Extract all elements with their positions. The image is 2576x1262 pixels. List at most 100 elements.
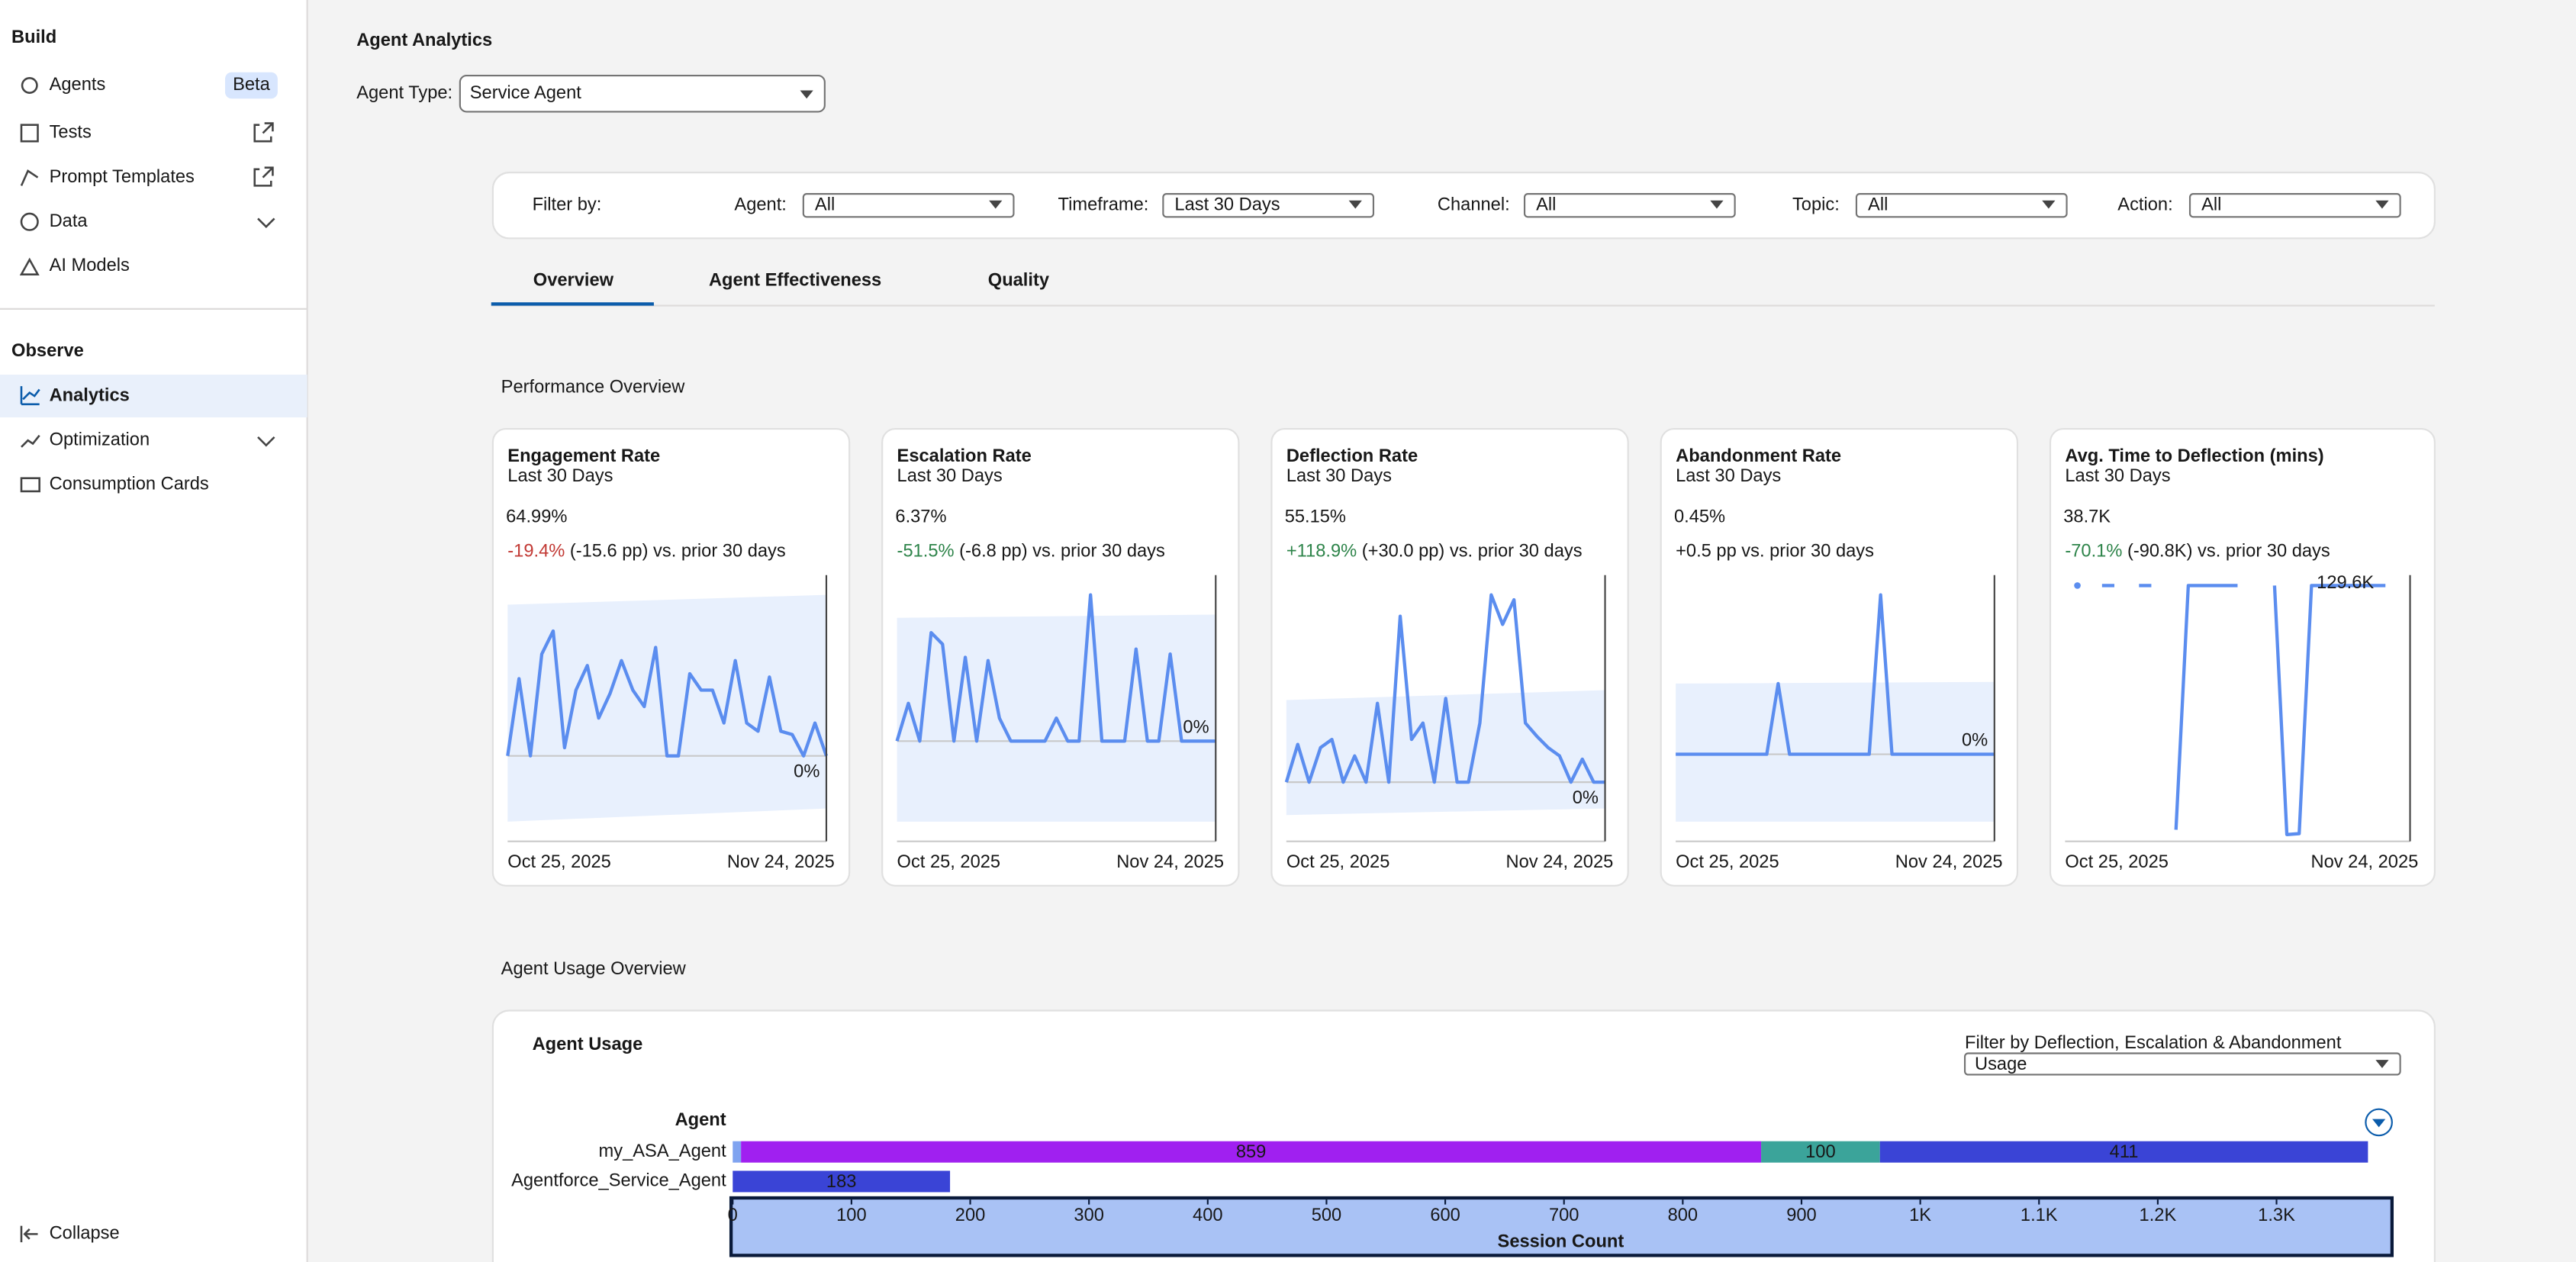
nav-item[interactable]: Data [50, 211, 89, 231]
agent-type-value: Service Agent [470, 83, 581, 103]
filter-select[interactable] [1162, 193, 1375, 218]
nav-item[interactable]: AI Models [50, 256, 130, 275]
nav-item[interactable]: Tests [50, 123, 92, 143]
x-tick-label: 200 [955, 1206, 985, 1225]
change-note: (-6.8 pp) vs. prior 30 days [959, 542, 1165, 562]
filter-select[interactable] [802, 193, 1015, 218]
baseline-label: 0% [1183, 717, 1209, 737]
nav-item[interactable]: Agents [50, 75, 106, 95]
bar-segment [741, 1141, 1762, 1163]
nav-item[interactable]: Analytics [50, 385, 130, 405]
y-axis-title: Agent [675, 1110, 726, 1130]
kpi-value: 38.7K [2063, 507, 2111, 527]
tab[interactable]: Agent Effectiveness [709, 271, 881, 291]
nav-item[interactable]: Optimization [50, 430, 150, 449]
usage-select[interactable] [1963, 1052, 2401, 1076]
icon [20, 169, 39, 186]
section-title: Observe [11, 341, 84, 361]
icon [19, 257, 40, 275]
change-note: (-90.8K) vs. prior 30 days [2127, 542, 2330, 562]
kpi-value: 0.45% [1674, 507, 1725, 527]
x-tick-label: 400 [1193, 1206, 1222, 1225]
tab[interactable]: Quality [988, 271, 1050, 291]
baseline-label: 0% [1573, 788, 1599, 808]
filter-value: All [2201, 195, 2221, 214]
x-label: Nov 24, 2025 [1895, 852, 2003, 872]
filter-select[interactable] [2188, 193, 2401, 218]
sparkline [506, 629, 829, 758]
filter-select[interactable] [1523, 193, 1736, 218]
change-pct: +118.9% [1286, 542, 1357, 562]
category-label: Agentforce_Service_Agent [511, 1171, 726, 1191]
bar-segment [1879, 1141, 2368, 1163]
x-tick-label: 600 [1430, 1206, 1460, 1225]
card-title: Agent Usage [533, 1035, 643, 1054]
chevron[interactable] [257, 436, 275, 447]
x-tick-label: 500 [1312, 1206, 1341, 1225]
chevron[interactable] [257, 217, 275, 229]
change-note: +0.5 pp vs. prior 30 days [1676, 542, 1874, 562]
card-period: Last 30 Days [897, 466, 1003, 486]
nav-item[interactable]: Consumption Cards [50, 475, 209, 494]
icon [21, 434, 40, 448]
caret [2375, 200, 2389, 209]
x-label: Oct 25, 2025 [897, 852, 1001, 872]
card-title: Deflection Rate [1286, 446, 1418, 466]
section-heading: Agent Usage Overview [501, 959, 687, 979]
card-period: Last 30 Days [1286, 466, 1392, 486]
caret [2042, 200, 2056, 209]
icon [20, 477, 40, 493]
axis-band [729, 1196, 2394, 1257]
bar-label: 411 [2110, 1142, 2139, 1162]
x-tick-label: 900 [1786, 1206, 1816, 1225]
card-period: Last 30 Days [1676, 466, 1781, 486]
icon [20, 124, 39, 143]
caret [2375, 1060, 2389, 1068]
bar-label: 859 [1236, 1142, 1266, 1162]
card-title: Engagement Rate [507, 446, 660, 466]
icon [20, 1225, 38, 1243]
agent-type-label: Agent Type: [356, 83, 452, 103]
sparkline [2174, 584, 2238, 830]
caret [1348, 200, 1362, 209]
kpi-value: 64.99% [506, 507, 567, 527]
external-icon[interactable] [253, 122, 274, 143]
kpi-card [2049, 428, 2436, 887]
filter-value: All [815, 195, 835, 214]
x-tick-label: 800 [1668, 1206, 1698, 1225]
filter-caption: Filter by Deflection, Escalation & Aband… [1965, 1033, 2342, 1053]
x-tick-label: 1.1K [2021, 1206, 2058, 1225]
x-tick-label: 300 [1074, 1206, 1103, 1225]
tab[interactable]: Overview [533, 271, 614, 291]
x-label: Oct 25, 2025 [1676, 852, 1779, 872]
collapse[interactable]: Collapse [50, 1224, 120, 1244]
filter-label: Filter by: [533, 195, 602, 214]
agent-type-select[interactable] [459, 74, 826, 113]
external-icon[interactable] [253, 166, 274, 187]
caret [1710, 200, 1724, 209]
caret [800, 90, 813, 99]
x-tick-label: 1K [1909, 1206, 1931, 1225]
change-note: (-15.6 pp) vs. prior 30 days [570, 542, 786, 562]
change-pct: -70.1% [2065, 542, 2122, 562]
baseline-label: 0% [1962, 731, 1988, 751]
bar-label: 183 [826, 1172, 856, 1192]
filter-name: Timeframe: [1058, 195, 1149, 214]
filter-name: Channel: [1438, 195, 1510, 214]
x-tick-label: 1.2K [2140, 1206, 2177, 1225]
kpi-change: -51.5% (-6.8 pp) vs. prior 30 days [897, 542, 1165, 562]
x-tick-label: 1.3K [2258, 1206, 2295, 1225]
sparkline [1676, 593, 1995, 756]
kpi-value: 6.37% [895, 507, 946, 527]
filter-value: All [1868, 195, 1888, 214]
x-label: Nov 24, 2025 [1116, 852, 1224, 872]
bar-segment [733, 1141, 742, 1163]
change-note: (+30.0 pp) vs. prior 30 days [1362, 542, 1583, 562]
kpi-change: -19.4% (-15.6 pp) vs. prior 30 days [507, 542, 785, 562]
filter-select[interactable] [1855, 193, 2068, 218]
filter-value: Last 30 Days [1174, 195, 1280, 214]
icon [20, 212, 39, 231]
card-period: Last 30 Days [2065, 466, 2170, 486]
nav-item[interactable]: Prompt Templates [50, 167, 195, 187]
